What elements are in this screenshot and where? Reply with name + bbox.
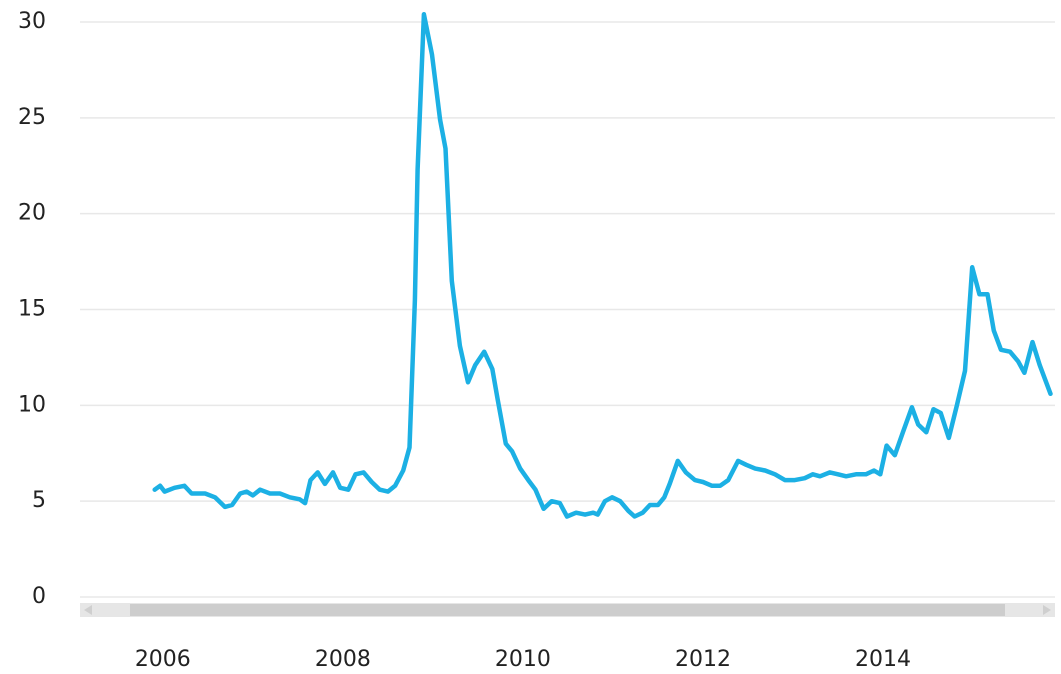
x-tick-label: 2010 xyxy=(495,647,551,672)
y-tick-label: 0 xyxy=(32,584,46,609)
y-tick-label: 5 xyxy=(32,488,46,513)
x-tick-label: 2008 xyxy=(315,647,371,672)
x-tick-label: 2006 xyxy=(135,647,191,672)
scroll-right-arrow[interactable] xyxy=(1043,605,1051,615)
y-tick-label: 15 xyxy=(18,297,46,322)
data-line xyxy=(152,12,1053,519)
scrollbar[interactable] xyxy=(80,603,1055,617)
scroll-thumb[interactable] xyxy=(130,604,1005,616)
x-tick-label: 2014 xyxy=(855,647,911,672)
y-tick-label: 25 xyxy=(18,105,46,130)
y-tick-label: 10 xyxy=(18,392,46,417)
y-tick-label: 20 xyxy=(18,201,46,226)
y-tick-label: 30 xyxy=(18,9,46,34)
scroll-left-arrow[interactable] xyxy=(84,605,92,615)
x-tick-label: 2012 xyxy=(675,647,731,672)
